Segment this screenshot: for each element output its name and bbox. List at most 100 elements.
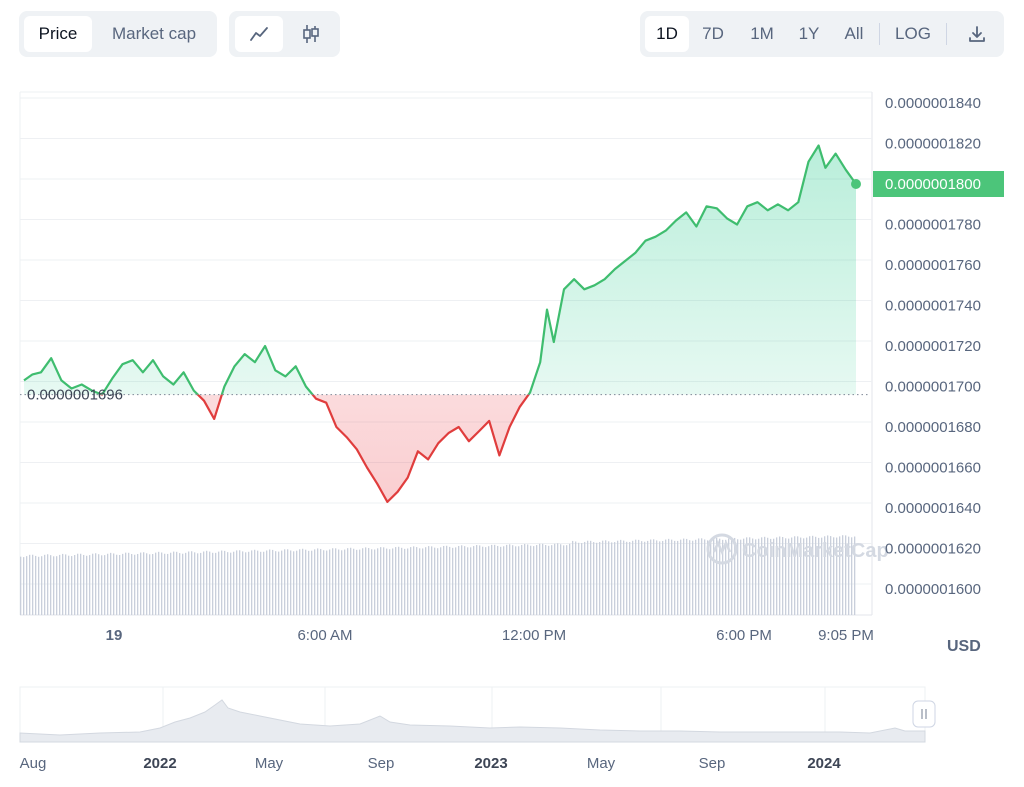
- volume-bar: [44, 554, 46, 615]
- volume-bar: [479, 545, 481, 615]
- volume-bar: [167, 553, 169, 615]
- navigator-handle[interactable]: [912, 700, 936, 728]
- volume-bar: [293, 551, 295, 615]
- volume-bar: [527, 544, 529, 615]
- tab-market-cap[interactable]: Market cap: [111, 24, 197, 43]
- range-1y-button[interactable]: 1Y: [798, 24, 820, 43]
- volume-bar: [77, 553, 79, 615]
- current-price-label: 0.0000001800: [885, 176, 981, 193]
- volume-bar: [257, 550, 259, 615]
- volume-bar: [635, 539, 637, 615]
- volume-bar: [74, 555, 76, 615]
- line-chart-button[interactable]: [235, 16, 283, 52]
- volume-bar: [503, 546, 505, 615]
- volume-bar: [782, 537, 784, 615]
- volume-bar: [245, 552, 247, 615]
- volume-bar: [335, 548, 337, 615]
- volume-bar: [572, 540, 574, 615]
- navigator-area: [19, 699, 926, 743]
- x-tick-label: 12:00 PM: [502, 627, 566, 644]
- range-7d-button[interactable]: 7D: [702, 24, 724, 43]
- volume-bar: [854, 536, 856, 615]
- y-tick-label: 0.0000001600: [885, 581, 981, 598]
- candlestick-chart-button[interactable]: [287, 16, 335, 52]
- volume-bar: [725, 539, 727, 615]
- volume-bar: [701, 538, 703, 615]
- volume-bar: [197, 553, 199, 615]
- volume-bar: [362, 548, 364, 615]
- volume-bar: [104, 555, 106, 615]
- volume-bar: [302, 548, 304, 615]
- download-button[interactable]: [956, 16, 998, 52]
- area-above-reference: [24, 145, 856, 395]
- volume-bar: [314, 549, 316, 615]
- volume-bar: [722, 539, 724, 615]
- range-1d-button[interactable]: 1D: [645, 16, 689, 52]
- volume-bar: [836, 537, 838, 615]
- volume-bar: [818, 537, 820, 615]
- volume-bar: [611, 542, 613, 615]
- volume-bar: [770, 538, 772, 615]
- volume-bar: [281, 550, 283, 615]
- volume-bar: [143, 552, 145, 615]
- volume-bar: [383, 547, 385, 615]
- navigator-tick-label: 2023: [474, 755, 507, 772]
- volume-bar: [86, 555, 88, 615]
- volume-bar: [497, 545, 499, 615]
- volume-bar: [554, 543, 556, 615]
- volume-bar: [206, 550, 208, 615]
- volume-bar: [218, 551, 220, 615]
- watermark-text: CoinMarketCap: [742, 540, 889, 562]
- volume-bar: [680, 539, 682, 615]
- volume-bar: [659, 541, 661, 615]
- volume-bar: [98, 554, 100, 615]
- volume-bar: [482, 546, 484, 615]
- volume-bar: [425, 547, 427, 615]
- volume-bar: [422, 548, 424, 615]
- volume-bar: [815, 536, 817, 615]
- volume-bar: [518, 546, 520, 615]
- volume-bar: [440, 547, 442, 615]
- range-all-button[interactable]: All: [844, 24, 864, 43]
- volume-bar: [212, 552, 214, 615]
- volume-bar: [296, 550, 298, 615]
- volume-bar: [491, 544, 493, 615]
- volume-bar: [113, 553, 115, 615]
- navigator-tick-label: Aug: [20, 755, 47, 772]
- volume-bar: [323, 550, 325, 615]
- volume-bar: [125, 552, 127, 615]
- volume-bar: [767, 537, 769, 615]
- volume-bar: [557, 543, 559, 615]
- volume-bar: [134, 554, 136, 615]
- volume-bar: [371, 549, 373, 615]
- volume-bar: [191, 551, 193, 615]
- range-divider: [879, 23, 880, 45]
- volume-bar: [575, 541, 577, 615]
- y-tick-label: 0.0000001660: [885, 460, 981, 477]
- navigator-tick-label: May: [255, 755, 284, 772]
- volume-bar: [356, 549, 358, 615]
- volume-bar: [629, 541, 631, 615]
- y-axis: 0.0000001840 0.0000001820 0.0000001800 0.00…: [885, 95, 981, 598]
- range-1m-button[interactable]: 1M: [750, 24, 774, 43]
- volume-bar: [359, 549, 361, 615]
- volume-bar: [68, 555, 70, 615]
- volume-bar: [158, 551, 160, 615]
- time-navigator[interactable]: Aug 2022 May Sep 2023 May Sep 2024: [19, 686, 936, 772]
- volume-bar: [47, 554, 49, 615]
- volume-bar: [509, 544, 511, 615]
- volume-bar: [92, 553, 94, 615]
- volume-bar: [344, 549, 346, 615]
- volume-bar: [587, 540, 589, 615]
- tab-price[interactable]: Price: [24, 16, 92, 52]
- volume-bar: [392, 548, 394, 615]
- volume-bar: [713, 538, 715, 615]
- log-scale-button[interactable]: LOG: [895, 24, 931, 43]
- volume-bar: [683, 538, 685, 615]
- volume-bar: [155, 552, 157, 615]
- volume-bar: [221, 550, 223, 615]
- candlestick-chart-icon: [303, 25, 319, 43]
- volume-bar: [602, 540, 604, 615]
- volume-bar: [185, 552, 187, 615]
